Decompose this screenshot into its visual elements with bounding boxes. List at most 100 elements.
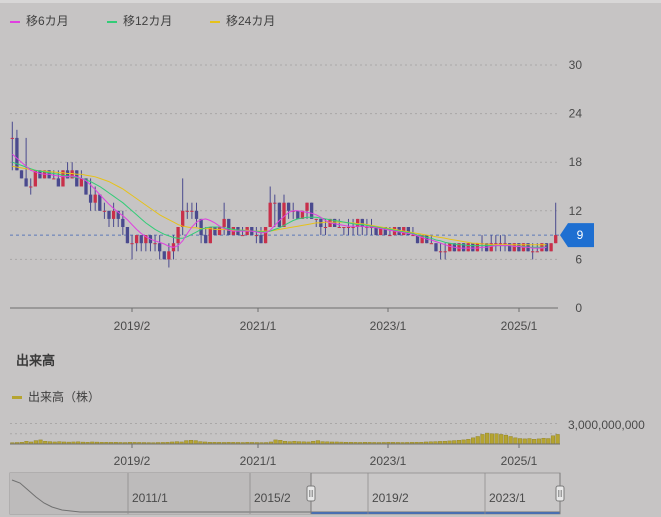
candle-body[interactable]	[167, 251, 171, 260]
candle-body[interactable]	[10, 137, 14, 139]
candle-body[interactable]	[466, 243, 470, 252]
volume-bar[interactable]	[532, 439, 537, 445]
candle-body[interactable]	[346, 227, 351, 228]
volume-bar[interactable]	[518, 438, 523, 445]
volume-bar[interactable]	[499, 434, 504, 445]
candle-body[interactable]	[263, 227, 268, 244]
volume-bar[interactable]	[485, 432, 490, 445]
volume-bar[interactable]	[494, 433, 499, 445]
candle-body[interactable]	[190, 210, 194, 212]
candle-body[interactable]	[273, 202, 277, 204]
candle-body[interactable]	[411, 235, 415, 237]
volume-bar[interactable]	[527, 438, 532, 445]
volume-bar[interactable]	[513, 437, 518, 445]
candle-body[interactable]	[130, 243, 134, 245]
candle-body[interactable]	[24, 178, 28, 187]
candle-body[interactable]	[282, 202, 286, 227]
candle-body[interactable]	[461, 243, 466, 252]
candle-body[interactable]	[314, 218, 318, 220]
candle-body[interactable]	[503, 243, 507, 245]
candle-body[interactable]	[512, 243, 516, 252]
legend-ma6[interactable]: 移6カ月	[10, 12, 69, 29]
candle-body[interactable]	[29, 186, 33, 188]
candle-body[interactable]	[61, 170, 65, 187]
navigator-right-handle[interactable]	[555, 485, 565, 502]
candle-body[interactable]	[222, 218, 226, 227]
candle-body[interactable]	[52, 178, 56, 180]
candle-body[interactable]	[268, 202, 272, 227]
candle-body[interactable]	[33, 170, 37, 187]
candle-body[interactable]	[406, 227, 410, 236]
candle-body[interactable]	[38, 170, 42, 179]
volume-bar[interactable]	[550, 435, 555, 445]
candle-body[interactable]	[75, 170, 79, 187]
candle-body[interactable]	[434, 243, 438, 252]
candle-body[interactable]	[185, 210, 189, 212]
volume-bar[interactable]	[273, 439, 278, 445]
candle-body[interactable]	[309, 202, 314, 219]
candle-body[interactable]	[531, 251, 535, 253]
candle-body[interactable]	[88, 194, 93, 203]
candle-body[interactable]	[116, 210, 120, 219]
candle-body[interactable]	[84, 178, 88, 195]
volume-bar[interactable]	[184, 440, 189, 445]
candle-body[interactable]	[549, 243, 553, 252]
candle-body[interactable]	[475, 243, 480, 252]
candle-body[interactable]	[517, 243, 521, 252]
volume-bar[interactable]	[33, 440, 38, 445]
candle-body[interactable]	[494, 243, 498, 245]
candle-body[interactable]	[144, 235, 148, 244]
candle-body[interactable]	[213, 227, 217, 236]
candle-body[interactable]	[443, 251, 447, 253]
legend-ma24[interactable]: 移24カ月	[210, 12, 275, 29]
volume-bar[interactable]	[315, 440, 320, 445]
volume-bar[interactable]	[546, 438, 551, 445]
candle-body[interactable]	[181, 210, 185, 227]
legend-ma12[interactable]: 移12カ月	[107, 12, 172, 29]
candle-body[interactable]	[337, 227, 341, 228]
candle-body[interactable]	[194, 210, 199, 219]
candle-body[interactable]	[471, 243, 475, 252]
candle-body[interactable]	[107, 210, 111, 219]
candle-body[interactable]	[383, 227, 387, 236]
candle-body[interactable]	[438, 251, 443, 253]
candle-body[interactable]	[70, 170, 74, 179]
candle-body[interactable]	[199, 218, 203, 236]
candle-body[interactable]	[457, 243, 461, 252]
candle-body[interactable]	[342, 227, 346, 228]
volume-legend[interactable]: 出来高（株）	[12, 388, 100, 405]
volume-bar[interactable]	[522, 438, 527, 445]
candle-body[interactable]	[176, 227, 180, 244]
candle-body[interactable]	[554, 235, 558, 244]
candle-body[interactable]	[79, 178, 84, 187]
candle-body[interactable]	[204, 235, 208, 244]
volume-bar[interactable]	[466, 439, 471, 445]
candle-body[interactable]	[227, 218, 231, 236]
candle-body[interactable]	[388, 235, 392, 237]
volume-bar[interactable]	[471, 437, 476, 445]
candle-body[interactable]	[332, 218, 337, 227]
volume-bar[interactable]	[461, 439, 466, 445]
volume-bar[interactable]	[193, 440, 198, 445]
candle-body[interactable]	[259, 235, 263, 244]
candle-body[interactable]	[134, 235, 139, 244]
volume-bar[interactable]	[456, 440, 461, 445]
volume-bar[interactable]	[188, 440, 194, 445]
candle-body[interactable]	[356, 218, 360, 227]
candle-body[interactable]	[125, 227, 130, 244]
candle-body[interactable]	[217, 227, 222, 236]
candle-body[interactable]	[489, 243, 493, 252]
candle-body[interactable]	[420, 235, 424, 244]
volume-bar[interactable]	[475, 436, 480, 445]
candle-body[interactable]	[277, 202, 282, 227]
candle-body[interactable]	[102, 210, 107, 212]
candle-body[interactable]	[300, 210, 305, 219]
candle-body[interactable]	[162, 251, 166, 260]
candle-body[interactable]	[19, 170, 24, 179]
candle-body[interactable]	[498, 243, 503, 245]
volume-bar[interactable]	[38, 439, 43, 445]
candle-body[interactable]	[429, 243, 434, 245]
candle-body[interactable]	[535, 251, 539, 253]
candle-body[interactable]	[351, 227, 355, 228]
candle-body[interactable]	[208, 227, 212, 244]
